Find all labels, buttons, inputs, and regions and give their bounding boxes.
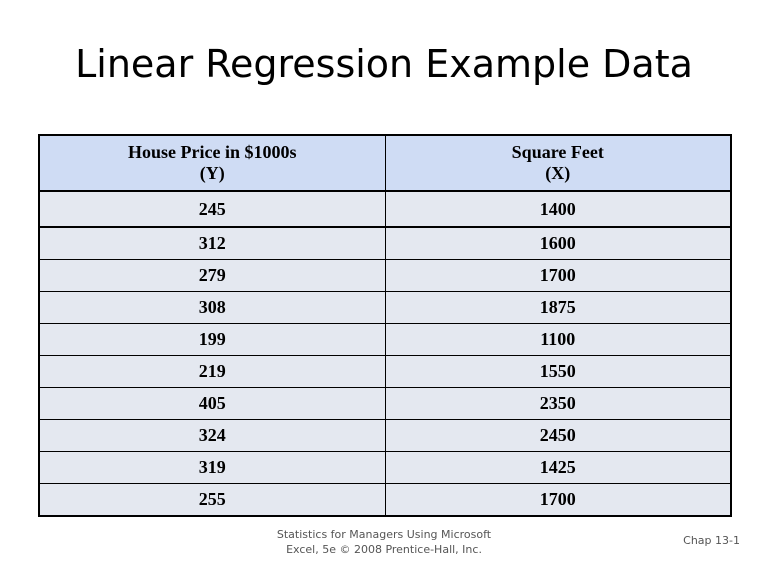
cell-house-price: 312 xyxy=(38,226,386,260)
table-row: 308 1875 xyxy=(38,291,732,324)
data-table: House Price in $1000s (Y) Square Feet (X… xyxy=(38,134,732,517)
cell-house-price: 199 xyxy=(38,323,386,356)
column-header-square-feet: Square Feet (X) xyxy=(384,135,732,192)
cell-square-feet: 1550 xyxy=(384,355,732,388)
column-header-label: House Price in $1000s xyxy=(128,142,297,162)
table-header-row: House Price in $1000s (Y) Square Feet (X… xyxy=(38,135,732,192)
slide-number: Chap 13-1 xyxy=(683,534,740,547)
slide-title: Linear Regression Example Data xyxy=(75,42,693,86)
footer-source-line: Excel, 5e © 2008 Prentice-Hall, Inc. xyxy=(286,543,482,556)
table-row: 245 1400 xyxy=(38,190,732,228)
footer-source: Statistics for Managers Using Microsoft … xyxy=(234,527,534,557)
cell-square-feet: 1400 xyxy=(384,190,732,228)
table-row: 405 2350 xyxy=(38,387,732,420)
cell-square-feet: 1425 xyxy=(384,451,732,484)
column-header-house-price: House Price in $1000s (Y) xyxy=(38,135,386,192)
footer-source-line: Statistics for Managers Using Microsoft xyxy=(276,528,492,541)
table-row: 312 1600 xyxy=(38,226,732,260)
cell-square-feet: 1600 xyxy=(384,226,732,260)
cell-square-feet: 1700 xyxy=(384,259,732,292)
column-header-variable: (Y) xyxy=(199,163,225,183)
cell-house-price: 219 xyxy=(38,355,386,388)
cell-house-price: 405 xyxy=(38,387,386,420)
cell-house-price: 324 xyxy=(38,419,386,452)
cell-house-price: 279 xyxy=(38,259,386,292)
cell-square-feet: 1700 xyxy=(384,483,732,517)
table-row: 279 1700 xyxy=(38,259,732,292)
cell-house-price: 255 xyxy=(38,483,386,517)
cell-square-feet: 2350 xyxy=(384,387,732,420)
table-row: 255 1700 xyxy=(38,483,732,517)
column-header-label: Square Feet xyxy=(511,142,604,162)
table-row: 324 2450 xyxy=(38,419,732,452)
cell-square-feet: 2450 xyxy=(384,419,732,452)
cell-house-price: 319 xyxy=(38,451,386,484)
cell-house-price: 308 xyxy=(38,291,386,324)
table-row: 319 1425 xyxy=(38,451,732,484)
table-row: 219 1550 xyxy=(38,355,732,388)
column-header-variable: (X) xyxy=(545,163,571,183)
cell-square-feet: 1875 xyxy=(384,291,732,324)
table-row: 199 1100 xyxy=(38,323,732,356)
cell-house-price: 245 xyxy=(38,190,386,228)
cell-square-feet: 1100 xyxy=(384,323,732,356)
